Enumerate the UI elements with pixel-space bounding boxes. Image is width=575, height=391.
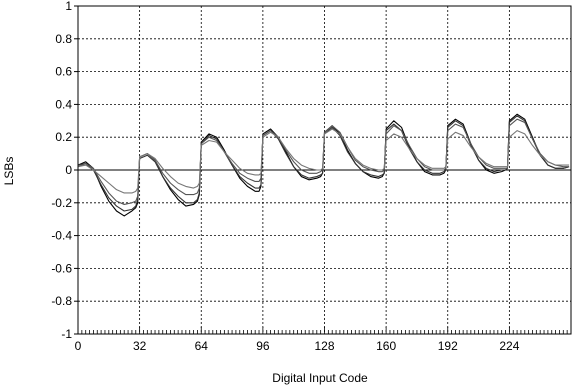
series-group <box>77 113 570 217</box>
y-axis-label: LSBs <box>2 157 16 186</box>
series-line-2 <box>77 115 570 212</box>
y-tick-label: 0.2 <box>55 130 72 144</box>
y-tick-label: -0.6 <box>51 261 72 275</box>
y-tick-label: -0.4 <box>51 229 72 243</box>
y-tick-label: -0.2 <box>51 196 72 210</box>
x-axis-label: Digital Input Code <box>272 371 368 385</box>
y-tick-label: 0.8 <box>55 32 72 46</box>
x-tick-label: 0 <box>75 339 82 353</box>
series-line-3 <box>77 118 570 205</box>
x-tick-label: 96 <box>256 339 270 353</box>
x-tick-label: 128 <box>314 339 334 353</box>
minor-ticks <box>77 327 572 334</box>
series-line-4 <box>77 128 570 194</box>
y-tick-label: -1 <box>61 327 72 341</box>
y-tick-label: 1 <box>65 0 72 13</box>
y-tick-label: 0.6 <box>55 65 72 79</box>
x-tick-label: 32 <box>133 339 147 353</box>
x-tick-label: 64 <box>195 339 209 353</box>
x-tick-labels: 0 32 64 96 128 160 192 224 <box>75 339 520 353</box>
y-tick-label: -0.8 <box>51 294 72 308</box>
series-line-1 <box>77 113 570 217</box>
x-tick-label: 224 <box>499 339 519 353</box>
x-tick-label: 192 <box>438 339 458 353</box>
y-tick-label: 0.4 <box>55 97 72 111</box>
y-tick-labels: 1 0.8 0.6 0.4 0.2 0 -0.2 -0.4 -0.6 -0.8 -1 <box>51 0 78 341</box>
x-tick-label: 160 <box>376 339 396 353</box>
y-tick-label: 0 <box>65 163 72 177</box>
